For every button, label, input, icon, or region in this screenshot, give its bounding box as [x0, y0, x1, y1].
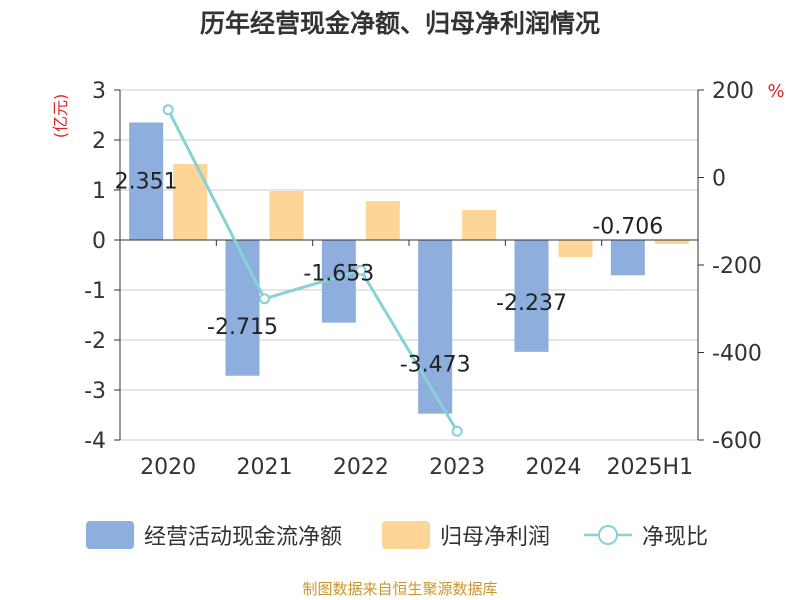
legend-swatch-cash-ratio — [584, 525, 632, 545]
data-label-cashflow: -3.473 — [400, 353, 471, 378]
data-label-cashflow: 2.351 — [115, 169, 178, 194]
line-point-cash-ratio — [259, 293, 270, 305]
line-point-cash-ratio — [355, 264, 367, 276]
legend-label-net-profit: 归母净利润 — [440, 525, 551, 550]
bar-layer — [129, 122, 689, 414]
left-axis-unit-label: (亿元) — [51, 94, 70, 139]
left-axis-tick-label: 0 — [92, 229, 106, 254]
x-axis-tick-label: 2023 — [429, 455, 485, 480]
chart-title: 历年经营现金净额、归母净利润情况 — [199, 9, 600, 38]
label-layer: 2.351 -2.715 -1.653 -3.473 -2.237 -0.706 — [115, 169, 664, 377]
legend-item-net-profit[interactable]: 归母净利润 — [382, 518, 550, 552]
right-axis-tick-label: -600 — [712, 429, 762, 454]
left-axis-tick-label: -1 — [84, 279, 106, 304]
bar-cashflow — [225, 240, 260, 376]
legend-item-cashflow[interactable]: 经营活动现金流净额 — [86, 518, 342, 552]
left-axis-tick-label: 3 — [92, 79, 106, 104]
data-label-cashflow: -2.237 — [496, 291, 567, 316]
left-axis-tick-label: -3 — [84, 379, 106, 404]
bar-net-profit — [654, 240, 689, 244]
right-axis-tick-label: 0 — [712, 167, 726, 192]
left-axis-tick-label: 2 — [92, 129, 106, 154]
left-axis-tick-label: -4 — [84, 429, 106, 454]
x-axis-tick-label: 2021 — [237, 455, 293, 480]
right-axis-tick-label: -400 — [712, 342, 762, 367]
data-label-cashflow: -1.653 — [303, 262, 374, 287]
bar-net-profit — [462, 210, 497, 240]
x-axis-tick-label: 2022 — [333, 455, 389, 480]
right-axis-unit-label: % — [767, 81, 784, 102]
bar-cashflow — [610, 240, 645, 276]
bar-net-profit — [269, 191, 304, 240]
line-layer — [162, 104, 463, 437]
line-point-cash-ratio — [162, 104, 174, 116]
legend-swatch-cashflow — [86, 521, 134, 549]
bar-net-profit — [558, 240, 593, 257]
bar-net-profit — [365, 201, 400, 240]
x-axis-tick-label: 2024 — [526, 455, 582, 480]
line-point-cash-ratio — [451, 425, 463, 437]
legend-label-cash-ratio: 净现比 — [642, 525, 709, 550]
x-axis-tick-label: 2020 — [140, 455, 196, 480]
bar-cashflow — [418, 240, 453, 414]
x-axis-tick-label: 2025H1 — [607, 455, 694, 480]
source-footer: 制图数据来自恒生聚源数据库 — [302, 580, 498, 598]
data-label-cashflow: -2.715 — [207, 315, 278, 340]
bar-cashflow — [129, 122, 164, 240]
bar-cashflow — [514, 240, 549, 352]
right-axis-tick-label: -200 — [712, 254, 762, 279]
legend-swatch-net-profit — [382, 521, 430, 549]
legend-label-cashflow: 经营活动现金流净额 — [144, 525, 343, 550]
left-axis-tick-label: -2 — [84, 329, 106, 354]
axis-layer: 3 2 1 0 -1 -2 -3 -4 200 0 -200 -400 -600 (亿元)% 2020 202… — [51, 79, 785, 480]
left-axis-tick-label: 1 — [92, 179, 106, 204]
right-axis-tick-label: 200 — [712, 79, 754, 104]
data-label-cashflow: -0.706 — [592, 214, 663, 239]
line-cash-ratio — [166, 109, 459, 433]
legend-item-cash-ratio[interactable]: 净现比 — [584, 518, 708, 552]
